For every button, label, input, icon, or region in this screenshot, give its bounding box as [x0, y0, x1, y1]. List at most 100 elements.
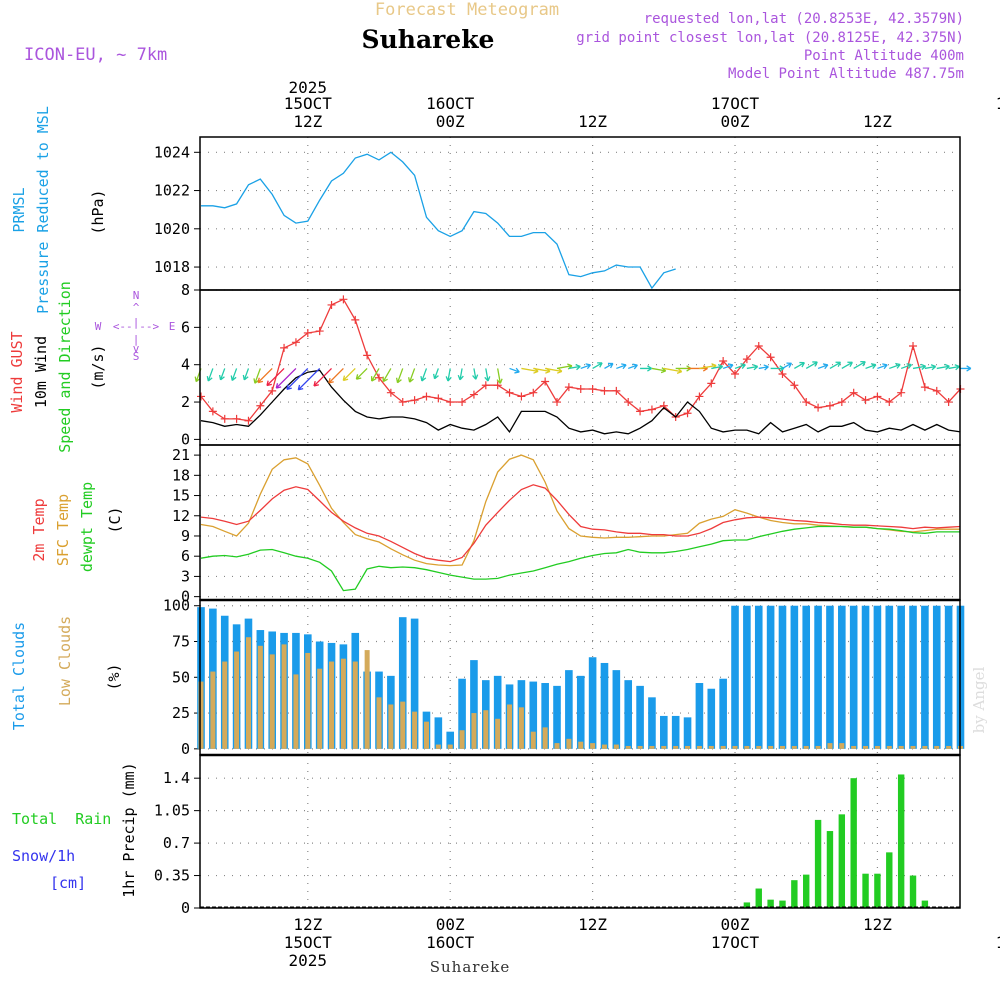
rain-bar: [767, 899, 774, 908]
wind-arrow: [382, 368, 392, 383]
low-cloud-bar: [507, 704, 513, 749]
low-cloud-bar: [340, 658, 346, 749]
low-cloud-bar: [827, 743, 833, 749]
wind-arrow: [432, 368, 439, 380]
cloud-labels: Total Clouds Low Clouds (%): [10, 616, 123, 730]
wind-label: 10m Wind: [32, 336, 50, 408]
dewpoint-line: [200, 525, 961, 592]
low-cloud-bar: [637, 745, 643, 749]
gust-point: [731, 370, 740, 379]
wind-arrow: [313, 367, 332, 387]
low-cloud-bar: [483, 710, 489, 749]
gust-point: [375, 373, 384, 382]
total-cloud-bar: [897, 605, 905, 749]
gust-point: [280, 343, 289, 352]
wind-arrow: [457, 368, 464, 381]
compass-icon: N ^ | W <-- --> E | v S: [95, 289, 176, 363]
y-tick-label-temp: 15: [172, 487, 190, 505]
time-label-top: 00Z: [721, 112, 750, 131]
low-cloud-bar: [269, 654, 275, 749]
gust-point: [778, 370, 787, 379]
compass-w: W: [95, 320, 102, 333]
year-label-top: 2025: [289, 78, 328, 97]
wind-arrow: [328, 367, 344, 384]
low-cloud-bar: [245, 637, 251, 749]
low-cloud-bar: [293, 674, 299, 749]
low-cloud-bar: [613, 744, 619, 749]
total-cloud-bar: [541, 683, 549, 749]
gust-point: [802, 398, 811, 407]
svg-text:v: v: [133, 342, 140, 355]
sfc-temp-line: [200, 454, 961, 567]
gust-point: [707, 379, 716, 388]
total-cloud-bar: [707, 688, 716, 749]
low-cloud-bar: [779, 745, 785, 749]
gust-point: [469, 390, 478, 399]
pressure-labels: PRMSL Pressure Reduced to MSL (hPa): [10, 106, 107, 314]
wind-arrow: [817, 363, 829, 370]
total-cloud-bar: [695, 683, 704, 749]
rain-bar: [874, 873, 881, 908]
low-cloud-bar: [305, 652, 311, 749]
gust-point: [363, 351, 372, 360]
compass-s: S: [133, 350, 140, 363]
total-cloud-bar: [671, 715, 680, 749]
gust-line: [200, 298, 961, 422]
wind-line: [200, 369, 961, 435]
precip-labels: Total Rain Snow/1h [cm] 1hr Precip (mm): [12, 762, 138, 897]
gust-point: [232, 414, 241, 423]
dew-label: dewpt Temp: [78, 482, 96, 572]
total-cloud-bar: [565, 670, 573, 749]
total-cloud-bar: [838, 605, 846, 749]
gust-point: [636, 407, 645, 416]
y-tick-label-wind: 8: [181, 281, 190, 299]
gust-point: [612, 386, 621, 395]
wind-arrow: [556, 363, 573, 370]
wind-arrow: [604, 362, 614, 369]
gust-point: [837, 398, 846, 407]
total-cloud-bar: [719, 678, 727, 749]
wind-arrow: [275, 367, 297, 389]
low-cloud-bar: [518, 707, 524, 749]
wind-arrow: [286, 367, 309, 390]
wind-arrow: [230, 368, 238, 381]
total-cloud-bar: [600, 662, 609, 749]
gust-point: [398, 398, 407, 407]
y-tick-label-temp: 9: [181, 527, 190, 545]
total-cloud-bar: [826, 605, 834, 749]
wind-arrow: [640, 365, 653, 372]
gust-point: [814, 403, 823, 412]
rain-bar: [897, 774, 905, 908]
gust-point: [944, 398, 953, 407]
total-cloud-label: Total Clouds: [10, 622, 28, 730]
low-cloud-bar: [435, 744, 441, 749]
total-cloud-bar: [588, 657, 597, 749]
snow-unit-label: [cm]: [50, 874, 86, 892]
rain-bar: [779, 900, 786, 908]
svg-text:<-- -->: <-- -->: [113, 320, 160, 333]
low-cloud-bar: [673, 745, 679, 749]
gust-point: [790, 381, 799, 390]
gust-point: [220, 414, 229, 423]
wind-arrow: [746, 364, 759, 371]
low-cloud-bar: [590, 743, 596, 749]
gust-point: [766, 353, 775, 362]
wind-arrow: [509, 367, 520, 374]
gust-point: [410, 396, 419, 405]
svg-text:|: |: [133, 333, 140, 346]
total-cloud-bar: [766, 605, 775, 749]
gust-point: [493, 381, 502, 390]
low-cloud-bar: [578, 741, 584, 749]
gust-point: [386, 388, 395, 397]
gust-point: [458, 398, 467, 407]
snow-label: Snow/1h: [12, 847, 75, 865]
total-cloud-bar: [932, 605, 941, 749]
total-cloud-bar: [197, 607, 205, 749]
wind-arrow: [370, 368, 380, 382]
low-cloud-bar: [898, 745, 904, 749]
y-tick-label-precip: 0.7: [163, 834, 190, 852]
model-altitude: Model Point Altitude 487.75m: [728, 66, 964, 82]
wind-arrow: [484, 368, 491, 382]
low-cloud-bar: [459, 730, 465, 749]
wind-arrow: [877, 363, 888, 370]
